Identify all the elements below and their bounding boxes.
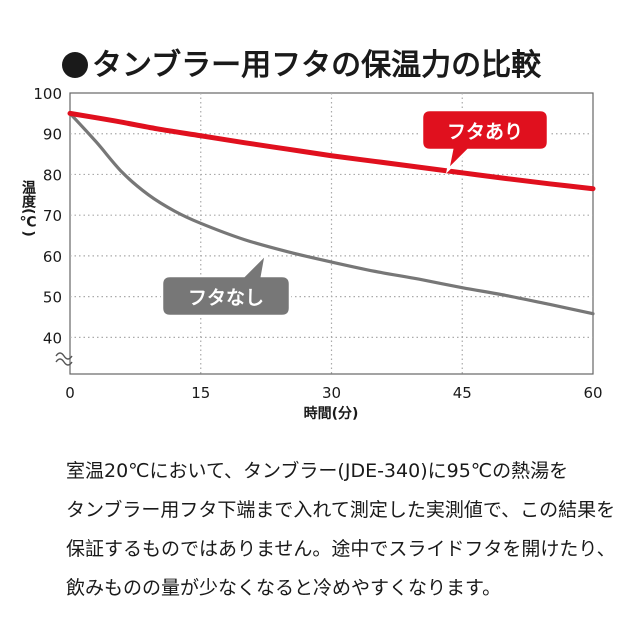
x-tick-label: 45 [453, 384, 472, 402]
legend-callout-without-lid [160, 250, 292, 318]
y-tick-label: 100 [33, 85, 62, 103]
x-tick-label: 30 [322, 384, 341, 402]
legend-callout-with-lid [420, 108, 550, 174]
y-axis-label: 温度(℃) [19, 180, 36, 237]
series-line-without-lid [68, 111, 595, 316]
legend-label-without-lid: フタなし [188, 287, 264, 309]
footnote-line: タンブラー用フタ下端まで入れて測定した実測値で、この結果を [66, 499, 616, 521]
line-chart: 40 50 60 70 80 90 100 0 15 30 45 60 温度(℃) 時間(分) フタありフタ… [19, 85, 602, 422]
series-line-with-lid [67, 110, 596, 192]
y-tick-label: 80 [43, 166, 62, 184]
y-tick-label: 50 [43, 289, 62, 307]
x-tick-label: 60 [583, 384, 602, 402]
axis-break-icon [55, 352, 73, 360]
x-tick-label: 0 [65, 384, 75, 402]
footnote-line: 飲みものの量が少なくなると冷めやすくなります。 [66, 577, 502, 599]
footnote-line: 室温20℃において、タンブラー(JDE-340)に95℃の熱湯を [66, 460, 569, 482]
footnote: 室温20℃において、タンブラー(JDE-340)に95℃の熱湯を タンブラー用フ… [66, 452, 626, 608]
y-tick-label: 60 [43, 248, 62, 266]
x-tick-label: 15 [191, 384, 210, 402]
x-axis-label: 時間(分) [304, 405, 359, 422]
axis-break-icon [55, 358, 73, 366]
y-tick-label: 90 [43, 126, 62, 144]
y-tick-label: 70 [43, 207, 62, 225]
legend-label-with-lid: フタあり [447, 121, 523, 143]
y-tick-label: 40 [43, 329, 62, 347]
footnote-line: 保証するものではありません。途中でスライドフタを開けたり、 [66, 538, 616, 560]
bullet-dot-icon [62, 52, 88, 78]
chart-title-text: タンブラー用フタの保温力の比較 [92, 48, 542, 83]
chart-title: タンブラー用フタの保温力の比較 [62, 40, 541, 84]
